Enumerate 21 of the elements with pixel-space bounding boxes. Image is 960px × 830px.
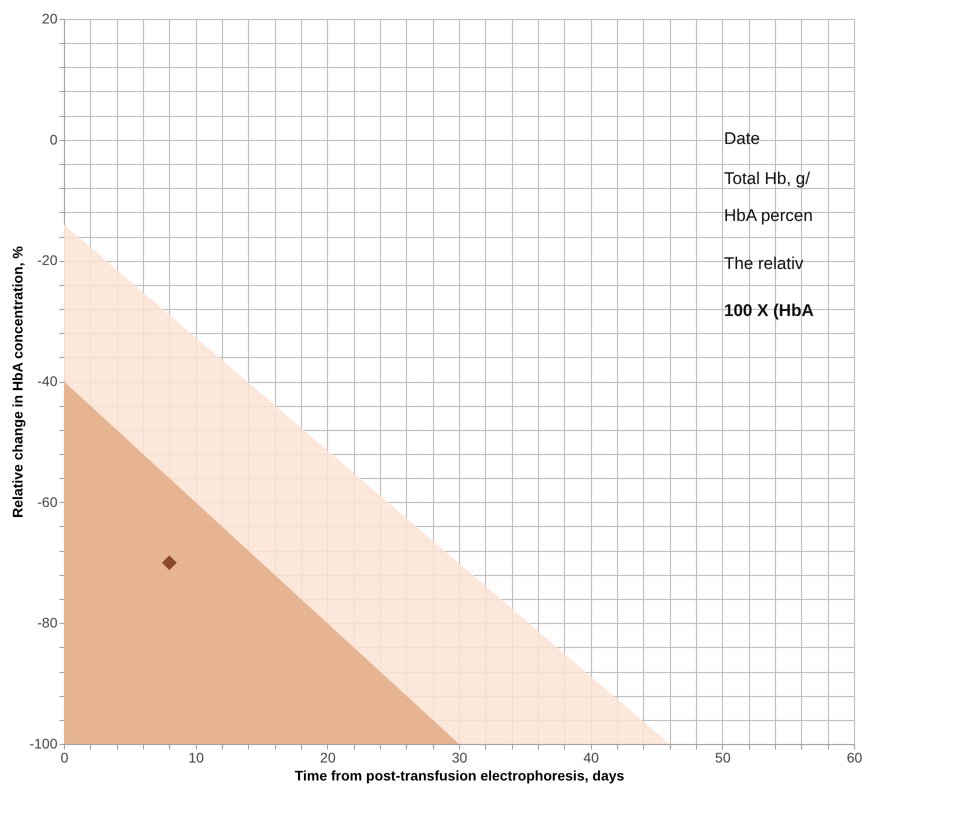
x-tick-label: 50 <box>715 750 731 766</box>
y-tick-label: -100 <box>29 736 58 752</box>
x-tick-label: 0 <box>60 750 69 766</box>
x-tick-label: 20 <box>320 750 336 766</box>
annotation: 100 X (HbA <box>724 301 814 320</box>
annotation: The relativ <box>724 254 804 273</box>
x-tick-label: 40 <box>583 750 600 766</box>
x-tick-label: 30 <box>452 750 468 766</box>
y-tick-label: -60 <box>37 494 58 510</box>
annotation: Date <box>724 129 760 148</box>
x-axis-title: Time from post-transfusion electrophoresis, days <box>294 768 625 784</box>
y-tick-label: 20 <box>42 10 58 26</box>
y-tick-label: -20 <box>37 252 58 268</box>
y-tick-label: -80 <box>37 614 58 631</box>
annotation: Total Hb, g/ <box>724 169 810 188</box>
x-tick-label: 10 <box>188 750 204 766</box>
y-axis-title: Relative change in HbA concentration, % <box>9 246 26 518</box>
y-tick-label: -40 <box>37 373 58 389</box>
y-tick-label: 0 <box>50 131 58 148</box>
x-tick-label: 60 <box>846 750 862 766</box>
annotation: HbA percen <box>724 206 813 225</box>
